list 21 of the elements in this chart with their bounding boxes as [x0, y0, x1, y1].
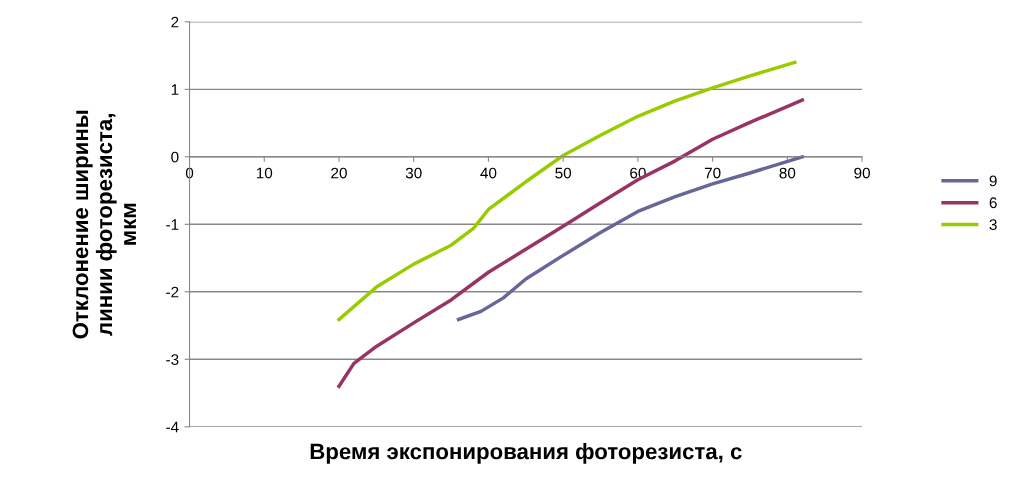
x-tick-label: 70	[704, 167, 721, 179]
legend-label: 3	[989, 219, 997, 231]
x-tick-label: 40	[480, 167, 497, 179]
legend-label: 6	[989, 197, 997, 209]
y-axis-title: Отклонение ширины линии фоторезиста, мкм	[72, 110, 136, 339]
y-tick-label: -3	[166, 354, 179, 365]
y-tick-label: 1	[171, 84, 179, 95]
y-tick-label: -4	[166, 421, 179, 433]
y-tick-label: -2	[166, 286, 179, 298]
y-tick-label: -1	[166, 219, 179, 230]
y-tick-label: 2	[171, 16, 179, 28]
x-tick-label: 80	[779, 167, 796, 179]
y-tick-label: 0	[171, 151, 179, 163]
x-tick-label: 90	[854, 167, 870, 179]
x-tick-label: 50	[555, 167, 572, 179]
x-tick-label: 10	[256, 167, 273, 179]
x-tick-label: 20	[331, 167, 347, 179]
x-tick-label: 30	[405, 167, 422, 179]
legend-label: 9	[989, 175, 997, 187]
x-axis-title: Время экспонирования фоторезиста, с	[310, 443, 742, 464]
line-series	[456, 155, 805, 322]
